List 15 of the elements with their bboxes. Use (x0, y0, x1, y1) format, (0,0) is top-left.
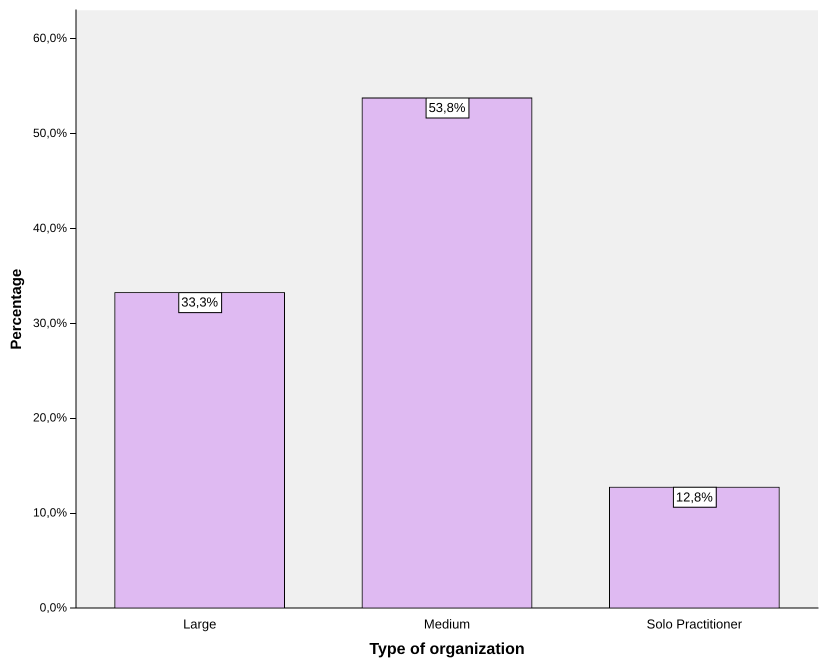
y-tick-label: 10,0% (32, 506, 68, 520)
x-axis-title: Type of organization (369, 640, 525, 658)
data-label: 53,8% (428, 100, 466, 116)
y-tick-label: 30,0% (32, 316, 68, 330)
y-tick-label: 20,0% (32, 410, 68, 425)
y-axis-title: Percentage (8, 268, 26, 350)
data-label: 33,3% (181, 294, 219, 310)
x-tick-label: Large (183, 616, 216, 632)
data-label: 12,8% (676, 489, 714, 504)
y-tick-label: 40,0% (32, 220, 68, 235)
x-tick-label: Solo Practitioner (646, 616, 743, 632)
y-tick-label: 60,0% (32, 30, 68, 45)
y-tick-label: 50,0% (32, 126, 68, 140)
x-tick-label: Medium (424, 616, 470, 632)
y-tick-label: 0,0% (40, 600, 68, 615)
